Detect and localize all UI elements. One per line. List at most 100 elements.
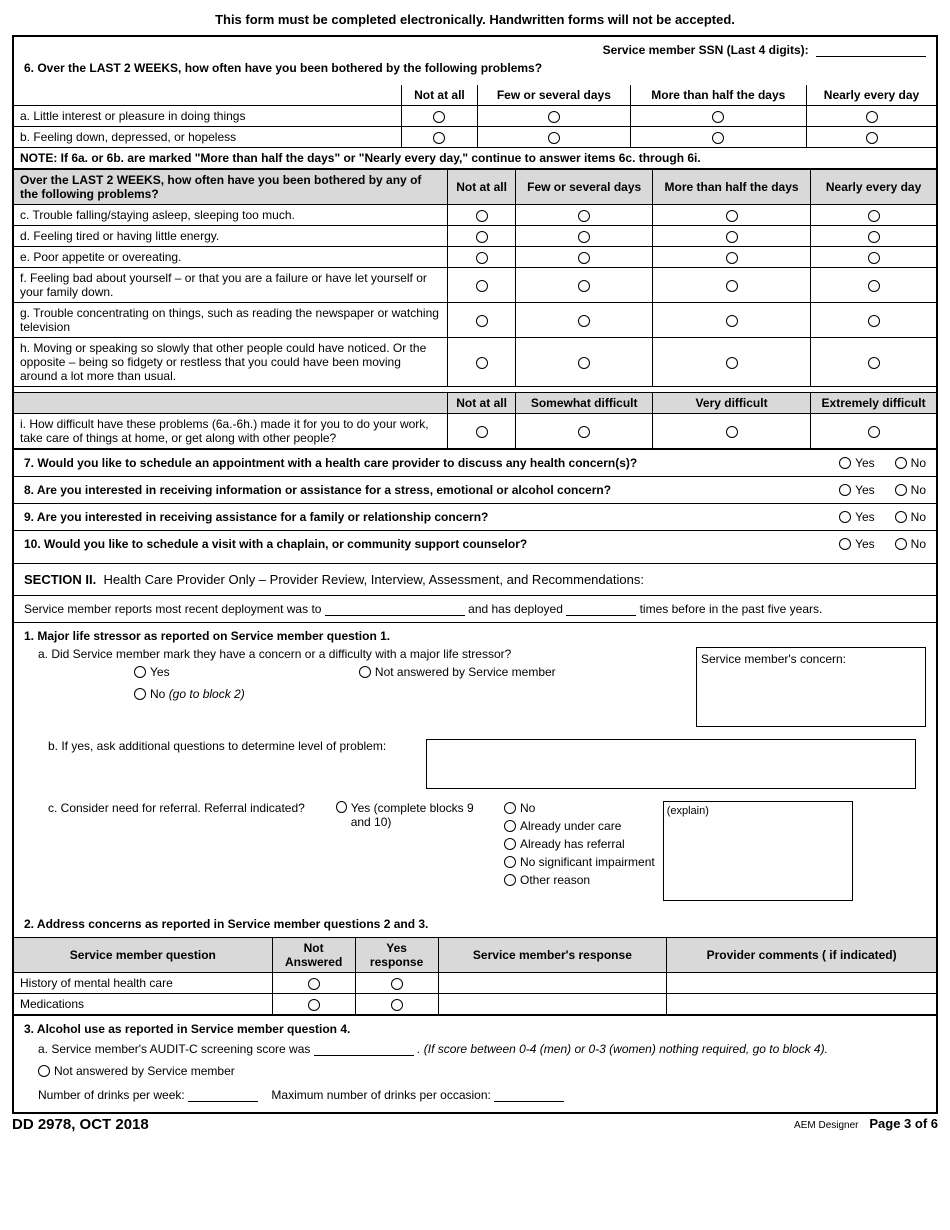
explain-box[interactable]: (explain): [663, 801, 853, 901]
page-footer: DD 2978, OCT 2018 AEM Designer Page 3 of…: [12, 1114, 938, 1135]
response-cell[interactable]: [438, 973, 667, 994]
radio-option[interactable]: [433, 111, 445, 123]
radio-q1c-opt[interactable]: [504, 838, 516, 850]
radio-yes[interactable]: [839, 511, 851, 523]
q1b-input-box[interactable]: [426, 739, 916, 789]
audit-score-input[interactable]: [314, 1042, 414, 1056]
radio-no[interactable]: [895, 511, 907, 523]
radio-option[interactable]: [726, 252, 738, 264]
radio-option[interactable]: [578, 252, 590, 264]
radio-option[interactable]: [548, 132, 560, 144]
radio-option[interactable]: [308, 999, 320, 1011]
drinks-week-input[interactable]: [188, 1088, 258, 1102]
form-container: Service member SSN (Last 4 digits): 6. O…: [12, 35, 938, 1114]
radio-option[interactable]: [868, 426, 880, 438]
radio-q1c-opt[interactable]: [504, 820, 516, 832]
radio-option[interactable]: [476, 280, 488, 292]
radio-option[interactable]: [712, 111, 724, 123]
radio-option[interactable]: [476, 315, 488, 327]
radio-option[interactable]: [476, 210, 488, 222]
row-label: Medications: [14, 994, 272, 1015]
response-cell[interactable]: [438, 994, 667, 1015]
col-header: Nearly every day: [807, 85, 937, 106]
question-text: 8. Are you interested in receiving infor…: [24, 483, 819, 497]
concern-box[interactable]: Service member's concern:: [696, 647, 926, 727]
radio-yes[interactable]: [839, 538, 851, 550]
radio-option[interactable]: [868, 252, 880, 264]
row-6a: a. Little interest or pleasure in doing …: [14, 106, 936, 127]
radio-option[interactable]: [578, 280, 590, 292]
radio-q1a-na[interactable]: [359, 666, 371, 678]
radio-option[interactable]: [578, 357, 590, 369]
radio-option[interactable]: [391, 999, 403, 1011]
q1a-text: a. Did Service member mark they have a c…: [24, 647, 684, 661]
radio-no[interactable]: [895, 538, 907, 550]
radio-q1c-opt[interactable]: [504, 856, 516, 868]
q1b-text: b. If yes, ask additional questions to d…: [48, 739, 418, 753]
radio-option[interactable]: [868, 280, 880, 292]
col-header: More than half the days: [630, 85, 806, 106]
radio-option[interactable]: [433, 132, 445, 144]
question-text: 10. Would you like to schedule a visit w…: [24, 537, 819, 551]
radio-option[interactable]: [726, 231, 738, 243]
q1b: b. If yes, ask additional questions to d…: [24, 727, 926, 795]
radio-option[interactable]: [476, 252, 488, 264]
radio-no[interactable]: [895, 457, 907, 469]
radio-option[interactable]: [578, 426, 590, 438]
section-subtitle: Health Care Provider Only – Provider Rev…: [103, 572, 643, 587]
radio-no[interactable]: [895, 484, 907, 496]
radio-q1a-yes[interactable]: [134, 666, 146, 678]
q3-title: 3. Alcohol use as reported in Service me…: [24, 1022, 926, 1036]
row-label: a. Little interest or pleasure in doing …: [14, 106, 401, 127]
radio-q1c-no[interactable]: [504, 802, 516, 814]
radio-option[interactable]: [712, 132, 724, 144]
radio-option[interactable]: [726, 357, 738, 369]
radio-option[interactable]: [476, 231, 488, 243]
radio-option[interactable]: [548, 111, 560, 123]
radio-option[interactable]: [391, 978, 403, 990]
deploy-count-input[interactable]: [566, 602, 636, 616]
radio-option[interactable]: [866, 111, 878, 123]
radio-yes[interactable]: [839, 484, 851, 496]
radio-option[interactable]: [578, 315, 590, 327]
deploy-location-input[interactable]: [325, 602, 465, 616]
radio-option[interactable]: [868, 210, 880, 222]
drinks-occasion-input[interactable]: [494, 1088, 564, 1102]
radio-q3-na[interactable]: [38, 1065, 50, 1077]
question-text: 9. Are you interested in receiving assis…: [24, 510, 819, 524]
radio-q1c-opt[interactable]: [504, 874, 516, 886]
radio-option[interactable]: [868, 357, 880, 369]
radio-option[interactable]: [726, 426, 738, 438]
question-10: 10. Would you like to schedule a visit w…: [14, 530, 936, 563]
radio-option[interactable]: [726, 315, 738, 327]
radio-option[interactable]: [578, 210, 590, 222]
ssn-label: Service member SSN (Last 4 digits):: [603, 43, 809, 57]
col-header: Few or several days: [516, 170, 653, 205]
row-label: c. Trouble falling/staying asleep, sleep…: [14, 205, 447, 226]
comments-cell[interactable]: [667, 973, 936, 994]
col-header: More than half the days: [653, 170, 811, 205]
radio-option[interactable]: [578, 231, 590, 243]
col-header: Service member question: [14, 938, 272, 973]
row-label: i. How difficult have these problems (6a…: [14, 414, 447, 449]
radio-yes[interactable]: [839, 457, 851, 469]
comments-cell[interactable]: [667, 994, 936, 1015]
radio-option[interactable]: [726, 280, 738, 292]
radio-option[interactable]: [868, 315, 880, 327]
question-8: 8. Are you interested in receiving infor…: [14, 476, 936, 503]
radio-option[interactable]: [476, 426, 488, 438]
question-9: 9. Are you interested in receiving assis…: [14, 503, 936, 530]
ssn-input-line[interactable]: [816, 56, 926, 57]
radio-option[interactable]: [726, 210, 738, 222]
radio-option[interactable]: [476, 357, 488, 369]
row-label: d. Feeling tired or having little energy…: [14, 226, 447, 247]
col-header: Provider comments ( if indicated): [667, 938, 936, 973]
radio-q1a-no[interactable]: [134, 688, 146, 700]
section-title: SECTION II.: [24, 572, 96, 587]
radio-option[interactable]: [868, 231, 880, 243]
concern-label: Service member's concern:: [701, 652, 846, 666]
radio-option[interactable]: [866, 132, 878, 144]
radio-option[interactable]: [308, 978, 320, 990]
radio-q1c-yes[interactable]: [336, 801, 347, 813]
row-label: History of mental health care: [14, 973, 272, 994]
